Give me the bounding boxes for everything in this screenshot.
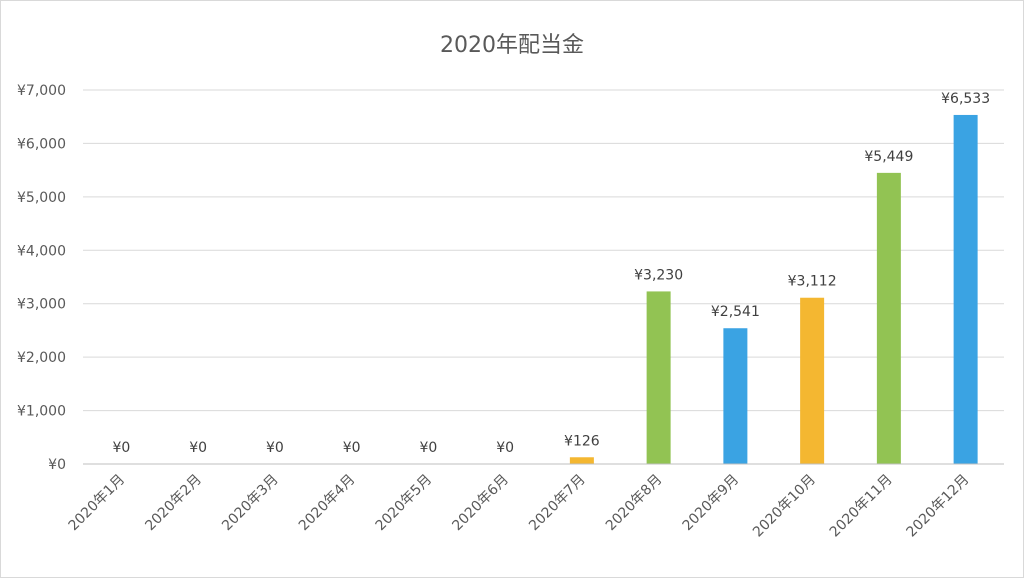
data-label: ¥6,533 bbox=[941, 91, 990, 107]
x-tick-label: 2020年12月 bbox=[904, 472, 973, 541]
data-label: ¥0 bbox=[343, 440, 361, 456]
data-labels: ¥0 ¥0 ¥0 ¥0 ¥0 ¥0 ¥126 ¥3,230 ¥2,541 ¥3,112 ¥5,449… bbox=[112, 91, 990, 456]
data-label: ¥0 bbox=[189, 440, 207, 456]
y-axis-tick-labels: ¥0 ¥1,000 ¥2,000 ¥3,000 ¥4,000 ¥5,000 ¥6,000 ¥7… bbox=[17, 83, 66, 473]
bar bbox=[800, 297, 825, 464]
data-label: ¥126 bbox=[564, 433, 600, 449]
y-tick-label: ¥4,000 bbox=[17, 243, 66, 259]
y-tick-label: ¥5,000 bbox=[17, 190, 66, 206]
x-tick-label: 2020年11月 bbox=[827, 472, 896, 541]
y-tick-label: ¥1,000 bbox=[17, 404, 66, 420]
bar bbox=[646, 291, 671, 464]
y-tick-label: ¥3,000 bbox=[17, 297, 66, 313]
x-tick-label: 2020年6月 bbox=[449, 472, 512, 535]
x-tick-label: 2020年2月 bbox=[142, 472, 205, 535]
data-label: ¥0 bbox=[266, 440, 284, 456]
y-tick-label: ¥7,000 bbox=[17, 83, 66, 99]
y-tick-label: ¥6,000 bbox=[17, 136, 66, 152]
x-tick-label: 2020年5月 bbox=[373, 472, 436, 535]
data-label: ¥3,230 bbox=[634, 267, 683, 283]
bar bbox=[876, 172, 901, 464]
data-label: ¥0 bbox=[419, 440, 437, 456]
x-tick-label: 2020年9月 bbox=[680, 472, 743, 535]
x-axis-tick-labels: 2020年1月 2020年2月 2020年3月 2020年4月 2020年5月 2020年… bbox=[66, 472, 973, 541]
bar bbox=[723, 328, 748, 464]
bar bbox=[569, 457, 594, 464]
x-tick-label: 2020年10月 bbox=[750, 472, 819, 541]
y-tick-label: ¥2,000 bbox=[17, 350, 66, 366]
data-label: ¥3,112 bbox=[788, 274, 837, 290]
data-label: ¥0 bbox=[112, 440, 130, 456]
data-label: ¥2,541 bbox=[711, 304, 760, 320]
x-tick-label: 2020年3月 bbox=[219, 472, 282, 535]
x-tick-label: 2020年7月 bbox=[526, 472, 589, 535]
x-tick-label: 2020年1月 bbox=[66, 472, 129, 535]
data-label: ¥0 bbox=[496, 440, 514, 456]
x-tick-label: 2020年8月 bbox=[603, 472, 666, 535]
x-tick-label: 2020年4月 bbox=[296, 472, 359, 535]
y-tick-label: ¥0 bbox=[48, 457, 66, 473]
data-label: ¥5,449 bbox=[864, 149, 913, 165]
bars bbox=[569, 114, 978, 464]
chart-title: 2020年配当金 bbox=[440, 33, 584, 58]
gridlines bbox=[83, 89, 1004, 412]
bar bbox=[953, 114, 978, 464]
